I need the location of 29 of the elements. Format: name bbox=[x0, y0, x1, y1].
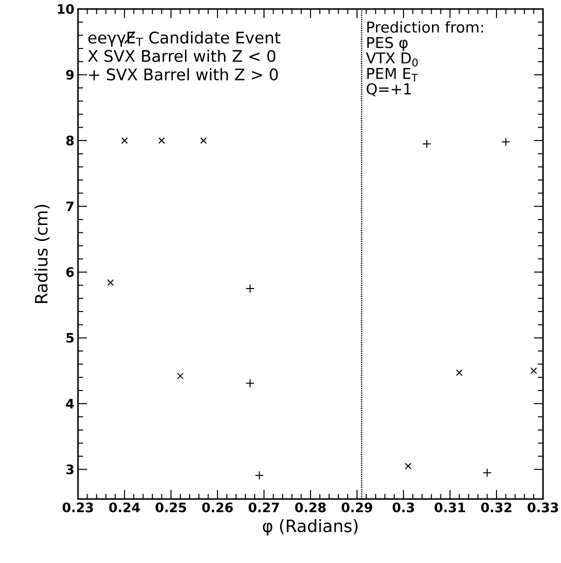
x-tick-label: 0.27 bbox=[248, 502, 279, 512]
x-tick-label: 0.25 bbox=[156, 502, 186, 512]
x-tick-label: 0.24 bbox=[109, 502, 140, 512]
x-tick-label: 0.29 bbox=[342, 502, 372, 512]
x-tick-label: 0.32 bbox=[481, 502, 512, 512]
x-tick-label: 0.33 bbox=[528, 502, 558, 512]
annotation: Q=+1 bbox=[366, 83, 411, 96]
x-tick-label: 0.31 bbox=[434, 502, 466, 512]
y-tick-label: 10 bbox=[58, 4, 74, 14]
annotation: VTX D$_{0}$ bbox=[366, 52, 418, 66]
y-tick-label: 9 bbox=[66, 70, 74, 80]
y-tick-label: 4 bbox=[66, 398, 74, 408]
x-tick-label: 0.26 bbox=[202, 502, 233, 512]
annotation: PES φ bbox=[367, 36, 408, 52]
y-tick-label: 8 bbox=[66, 136, 74, 146]
annotation: X SVX Barrel with Z < 0 bbox=[88, 50, 276, 62]
annotation: + SVX Barrel with Z > 0 bbox=[89, 68, 278, 80]
annotation: eeγγE̸$_{T}$ Candidate Event bbox=[88, 31, 280, 47]
x-tick-label: 0.3 bbox=[392, 502, 414, 512]
x-axis-title: φ (Radians) bbox=[262, 519, 358, 536]
x-tick-label: 0.23 bbox=[62, 502, 93, 512]
annotation: PEM E$_{T}$ bbox=[367, 68, 418, 82]
y-tick-label: 6 bbox=[66, 267, 74, 277]
y-tick-label: 3 bbox=[66, 464, 74, 474]
y-tick-label: 5 bbox=[66, 333, 74, 343]
annotation: Prediction from: bbox=[367, 21, 483, 33]
y-tick-label: 7 bbox=[66, 202, 74, 212]
y-axis-title: Radius (cm) bbox=[34, 204, 50, 303]
x-tick-label: 0.28 bbox=[295, 502, 326, 512]
